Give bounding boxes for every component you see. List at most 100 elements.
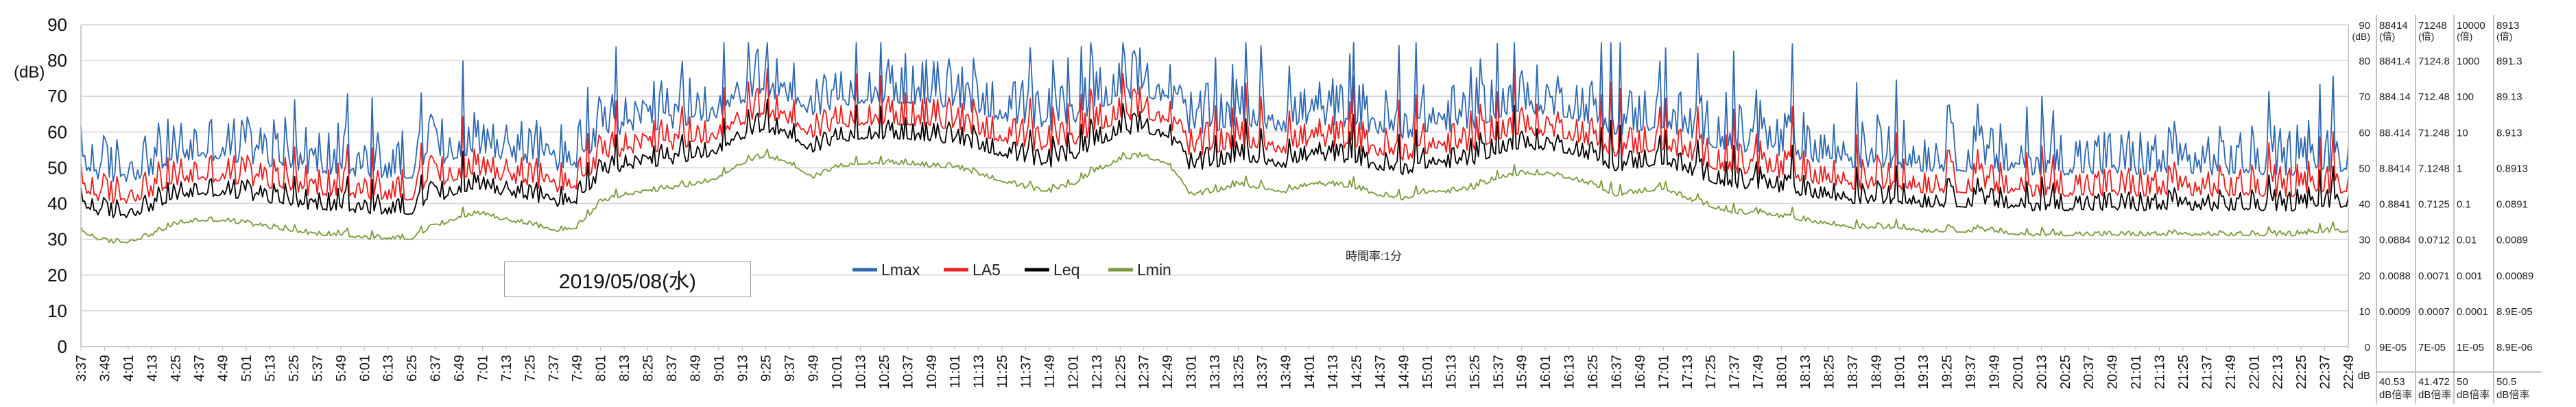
x-tick-label: 11:13 — [972, 355, 987, 388]
x-tick-label: 13:49 — [1278, 355, 1293, 389]
x-tick-label: 7:25 — [523, 355, 538, 382]
x-tick-label: 5:37 — [310, 355, 325, 382]
x-tick-label: 5:01 — [239, 355, 254, 382]
footer-value: 50.5 — [2496, 376, 2516, 388]
y-tick-label: 50 — [47, 157, 67, 178]
x-tick-label: 11:49 — [1042, 355, 1058, 388]
y-tick-label: 90 — [47, 14, 67, 35]
right-axis-bottom-unit: dB — [2358, 370, 2370, 382]
x-tick-label: 8:13 — [617, 355, 632, 382]
right-axis-tick-label: 7.1248 — [2418, 163, 2450, 174]
x-tick-label: 18:01 — [1775, 355, 1790, 389]
x-tick-label: 4:01 — [121, 355, 136, 382]
right-axis-tick-label: 891.3 — [2496, 56, 2523, 67]
x-tick-label: 6:25 — [405, 355, 420, 382]
right-axis-tick-label: 90 — [2359, 20, 2370, 32]
x-tick-label: 18:37 — [1846, 355, 1861, 389]
x-tick-label: 10:37 — [901, 355, 916, 389]
x-tick-label: 22:37 — [2318, 355, 2333, 389]
footer-unit: dB倍率 — [2379, 389, 2412, 401]
date-label: 2019/05/08(水) — [558, 270, 697, 293]
x-tick-label: 5:25 — [287, 355, 302, 382]
legend-label-leq: Leq — [1053, 261, 1080, 279]
x-tick-label: 6:49 — [452, 355, 467, 382]
right-axis-tick-label: 0.0089 — [2496, 235, 2528, 246]
x-tick-label: 20:13 — [2034, 355, 2049, 389]
x-tick-label: 19:13 — [1916, 355, 1931, 389]
y-tick-label: 60 — [47, 121, 67, 142]
x-tick-label: 16:49 — [1633, 355, 1648, 389]
x-tick-label: 7:01 — [475, 355, 490, 382]
right-axis-unit: (dB) — [2352, 31, 2370, 42]
legend: Lmax LA5 Leq Lmin — [852, 261, 1171, 279]
right-axis-tick-label: 8841.4 — [2379, 56, 2411, 67]
x-tick-label: 14:37 — [1373, 355, 1388, 389]
right-axis-tick-label: 8.913 — [2496, 127, 2523, 139]
x-tick-label: 15:37 — [1491, 355, 1506, 389]
x-tick-label: 10:01 — [830, 355, 845, 389]
right-axis-tick-label: 8.9E-05 — [2496, 306, 2533, 318]
right-axis-tick-label: 884.14 — [2379, 91, 2411, 103]
x-tick-label: 17:49 — [1751, 355, 1766, 389]
y-tick-label: 20 — [47, 265, 67, 286]
y-tick-label: 30 — [47, 229, 67, 250]
x-tick-label: 22:49 — [2341, 355, 2357, 389]
x-tick-label: 10:49 — [925, 355, 940, 389]
right-axis-tick-label: 0.0001 — [2457, 306, 2488, 318]
right-axis-tick-label: 1000 — [2457, 56, 2479, 67]
x-tick-label: 10:13 — [853, 355, 868, 389]
x-tick-label: 9:49 — [807, 355, 822, 382]
right-axis-tick-label: 71248 — [2418, 20, 2447, 32]
x-tick-label: 7:13 — [499, 355, 514, 382]
right-axis-tick-label: 88.414 — [2379, 127, 2411, 139]
x-tick-label: 3:37 — [74, 355, 89, 382]
x-tick-label: 14:25 — [1350, 355, 1365, 389]
x-tick-label: 7:37 — [547, 355, 562, 382]
x-tick-label: 18:49 — [1869, 355, 1884, 389]
x-tick-label: 8:37 — [665, 355, 680, 382]
x-tick-label: 13:13 — [1208, 355, 1223, 389]
x-tick-label: 12:49 — [1160, 355, 1176, 389]
legend-label-la5: LA5 — [973, 261, 1001, 279]
x-tick-label: 21:01 — [2129, 355, 2144, 389]
x-tick-label: 14:13 — [1326, 355, 1341, 389]
x-tick-label: 11:01 — [948, 355, 963, 388]
x-tick-label: 9:25 — [759, 355, 774, 382]
right-axis-tick-label: 0.7125 — [2418, 199, 2450, 211]
series-line-leq — [80, 98, 2349, 218]
x-tick-label: 12:25 — [1113, 355, 1128, 389]
x-tick-label: 12:13 — [1090, 355, 1105, 389]
y-axis-label: (dB) — [14, 63, 45, 82]
right-axis-tick-label: 100 — [2457, 91, 2474, 103]
x-tick-label: 9:13 — [735, 355, 750, 382]
x-tick-label: 13:25 — [1231, 355, 1246, 389]
x-tick-label: 4:37 — [192, 355, 207, 382]
x-tick-label: 17:13 — [1680, 355, 1695, 389]
right-axis-tick-label: 0.0007 — [2418, 306, 2450, 318]
x-tick-label: 5:13 — [263, 355, 278, 382]
right-axis-unit: (倍) — [2379, 31, 2395, 42]
right-axis-tick-label: 0.8913 — [2496, 163, 2528, 174]
x-tick-label: 9:01 — [712, 355, 727, 382]
x-tick-label: 20:37 — [2082, 355, 2097, 389]
x-tick-label: 5:49 — [334, 355, 349, 382]
right-axis-tick-label: 0.00089 — [2496, 270, 2533, 282]
legend-label-lmax: Lmax — [881, 261, 920, 279]
x-tick-label: 19:01 — [1893, 355, 1908, 389]
x-tick-label: 17:25 — [1704, 355, 1719, 389]
right-axis-tick-label: 8.8414 — [2379, 163, 2411, 174]
right-axis-tick-label: 88414 — [2379, 20, 2408, 32]
x-tick-label: 8:01 — [594, 355, 609, 382]
x-tick-label: 7:49 — [570, 355, 585, 382]
x-tick-label: 16:25 — [1586, 355, 1601, 389]
right-axes: 9080706050403020100(dB)dB884148841.4884.… — [2352, 15, 2542, 404]
x-tick-label: 13:37 — [1255, 355, 1270, 389]
x-tick-label: 6:13 — [381, 355, 396, 382]
right-axis-tick-label: 9E-05 — [2379, 342, 2407, 353]
x-tick-label: 21:13 — [2153, 355, 2168, 389]
footer-value: 40.53 — [2379, 376, 2405, 388]
right-axis-tick-label: 0.1 — [2457, 199, 2471, 211]
right-axis-tick-label: 0.0088 — [2379, 270, 2411, 282]
right-axis-tick-label: 70 — [2359, 91, 2370, 103]
